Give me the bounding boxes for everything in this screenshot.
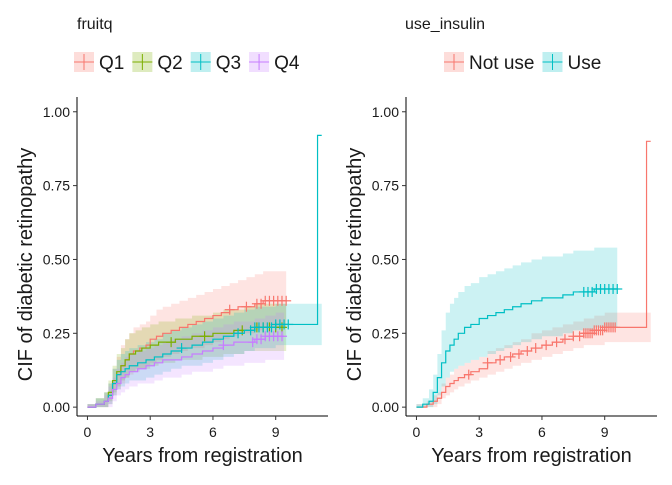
legend-entry: Q4 xyxy=(249,52,300,74)
censor-mark xyxy=(559,334,570,345)
legend-title: fruitq xyxy=(77,16,113,33)
legend-entry: Q1 xyxy=(74,52,124,74)
y-tick-label: 0.25 xyxy=(372,325,399,341)
x-axis-title: Years from registration xyxy=(102,445,302,467)
censor-mark xyxy=(482,357,493,368)
x-tick-label: 6 xyxy=(209,424,217,440)
ci-band xyxy=(416,247,618,408)
legend-entry: Q2 xyxy=(132,52,183,74)
cif-line xyxy=(416,288,618,408)
x-axis-title: Years from registration xyxy=(431,445,631,467)
y-tick-label: 0.50 xyxy=(372,251,399,267)
censor-mark xyxy=(463,369,474,380)
y-axis-title: CIF of diabetic retinopathy xyxy=(15,148,37,381)
censor-mark xyxy=(522,346,533,357)
x-tick-label: 6 xyxy=(538,424,546,440)
legend-entry: Q3 xyxy=(190,52,241,74)
legend-label: Q2 xyxy=(157,53,182,74)
legend-title: use_insulin xyxy=(405,16,485,33)
censor-mark xyxy=(218,340,229,351)
y-tick-label: 0.25 xyxy=(43,325,70,341)
y-tick-label: 1.00 xyxy=(43,104,70,120)
legend-label: Q3 xyxy=(216,53,241,74)
y-tick-label: 0.00 xyxy=(43,399,70,415)
chart-panel-2: use_insulin Not use Use 0.00 0.25 0.50 0.75 1.0… xyxy=(344,16,657,467)
censor-mark xyxy=(495,354,506,365)
censor-mark xyxy=(224,304,235,315)
ci-band xyxy=(87,312,285,408)
censor-mark xyxy=(281,295,292,306)
y-axis-title: CIF of diabetic retinopathy xyxy=(344,148,366,381)
censor-mark xyxy=(283,319,294,330)
censor-mark xyxy=(610,322,621,333)
y-tick-label: 0.75 xyxy=(372,178,399,194)
censor-mark xyxy=(176,343,187,354)
chart-panel-1: fruitq Q1 Q2 Q3 Q4 0.00 0.25 0.50 0.75 1.00 0 3 6 9 Ye… xyxy=(15,16,328,467)
y-tick-label: 0.50 xyxy=(43,251,70,267)
x-tick-label: 3 xyxy=(475,424,483,440)
censor-mark xyxy=(541,340,552,351)
x-tick-label: 0 xyxy=(84,424,92,440)
censor-mark xyxy=(551,337,562,348)
legend-label: Use xyxy=(567,53,601,74)
x-tick-label: 0 xyxy=(413,424,421,440)
censor-mark xyxy=(530,343,541,354)
legend-label: Not use xyxy=(469,53,534,74)
censor-mark xyxy=(233,328,244,339)
censor-mark xyxy=(612,283,623,294)
ci-band xyxy=(87,303,287,408)
censor-mark xyxy=(505,351,516,362)
legend-entry: Not use xyxy=(444,52,534,74)
cif-line xyxy=(87,335,285,408)
censor-mark xyxy=(513,348,524,359)
y-tick-label: 0.75 xyxy=(43,178,70,194)
x-tick-label: 9 xyxy=(272,424,280,440)
censor-mark xyxy=(276,331,287,342)
censor-mark xyxy=(199,331,210,342)
x-tick-label: 9 xyxy=(601,424,609,440)
x-tick-label: 3 xyxy=(146,424,154,440)
legend-entry: Use xyxy=(542,52,601,74)
censor-mark xyxy=(241,301,252,312)
y-tick-label: 0.00 xyxy=(372,399,399,415)
censor-mark xyxy=(166,337,177,348)
legend-label: Q1 xyxy=(99,53,124,74)
y-tick-label: 1.00 xyxy=(372,104,399,120)
legend-label: Q4 xyxy=(274,53,300,74)
